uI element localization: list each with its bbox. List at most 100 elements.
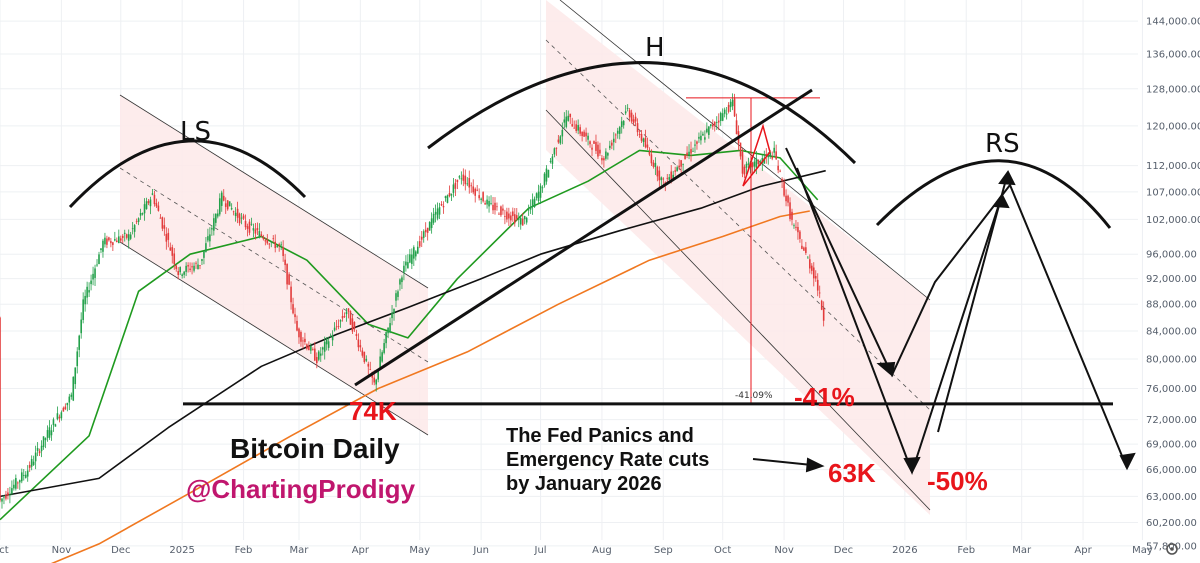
candle-body [458,176,461,178]
candle-body [143,204,146,214]
x-tick-label: Feb [235,545,253,556]
candle-body [809,259,811,269]
candle-body [430,218,433,229]
candle-body [717,120,720,123]
candle-body [385,332,387,344]
candle-body [694,144,696,146]
candle-body [434,211,437,215]
x-tick-label: Feb [957,545,975,556]
candle-body [529,206,532,210]
candle-body [474,188,476,196]
candle-body [464,175,467,185]
candle-body [236,208,239,218]
candle-body [359,345,362,348]
channel-left [120,95,428,435]
candle-body [543,173,546,186]
candle-body [224,203,227,207]
candle-body [149,199,152,207]
candle-body [599,149,601,154]
gear-icon[interactable] [1166,543,1178,555]
candle-body [519,218,522,225]
candle-body [181,274,183,276]
candle-body [137,218,140,222]
candle-body [193,265,195,271]
candle-body [638,134,641,135]
candle-body [387,327,389,334]
y-tick-label: 72,000.00 [1146,415,1197,426]
y-axis-labels: 144,000.00 136,000.00 128,000.00 120,000.00… [1146,17,1200,553]
candle-body [207,236,209,241]
candle-body [155,203,158,207]
candle-body [329,335,332,337]
candle-body [670,171,673,180]
candle-body [42,436,45,448]
candle-body [727,104,730,112]
y-tick-label: 92,000.00 [1146,274,1197,285]
candle-body [319,353,322,356]
candle-body [763,158,766,164]
candle-body [533,198,536,208]
candle-body [593,141,595,144]
candle-body [165,233,168,242]
candle-body [682,163,684,165]
candle-body [50,430,53,436]
candle-body [38,451,41,454]
candle-body [803,247,805,251]
candle-body [650,154,653,164]
candle-body [151,193,154,195]
candle-body [76,351,79,367]
candle-body [775,151,777,160]
x-axis-labels: Oct Nov Dec 2025 Feb Mar Apr May Jun Jul Aug Sep Oct… [0,545,1153,556]
candle-body [589,141,591,145]
candle-body [603,158,605,161]
candle-body [820,300,823,310]
candle-body [632,119,635,123]
candle-body [527,209,530,211]
candle-body [389,323,391,333]
candle-body [743,166,746,175]
label-minus-50: -50% [927,466,988,496]
candle-body [646,144,649,148]
candle-body [60,412,63,419]
x-tick-label: Mar [1012,545,1032,556]
candle-body [397,291,399,297]
y-tick-label: 112,000.00 [1146,161,1200,172]
candle-body [159,217,162,219]
candle-body [814,276,817,279]
candle-body [575,124,577,131]
candle-body [721,113,724,121]
candle-body [145,201,148,210]
x-tick-label: Sep [654,545,673,556]
candle-body [656,166,659,177]
candle-body [171,247,174,256]
candle-body [102,240,104,252]
candle-body [377,370,379,380]
candle-body [363,351,366,363]
candle-body [5,494,7,499]
arc-right-shoulder [875,159,1112,229]
candle-body [719,112,722,121]
candle-body [131,228,134,230]
candle-body [347,308,350,312]
candle-body [805,247,807,253]
candle-body [818,292,821,294]
candle-body [517,218,520,220]
candle-body [822,308,825,321]
candle-body [496,206,498,208]
candle-body [110,241,112,244]
candle-body [448,193,451,197]
candle-body [559,136,562,144]
candle-body [541,187,544,189]
note-line-2: Emergency Rate cuts [506,449,709,471]
candle-body [325,338,328,345]
candle-body [411,254,413,264]
y-tick-label: 69,000.00 [1146,440,1197,451]
x-tick-label: 2025 [169,545,194,556]
candle-body [739,142,742,157]
candle-body [254,229,257,234]
candle-body [317,351,320,360]
candle-body [579,127,581,134]
candle-body [426,227,429,233]
label-h: H [645,33,665,63]
candle-body [725,113,728,115]
